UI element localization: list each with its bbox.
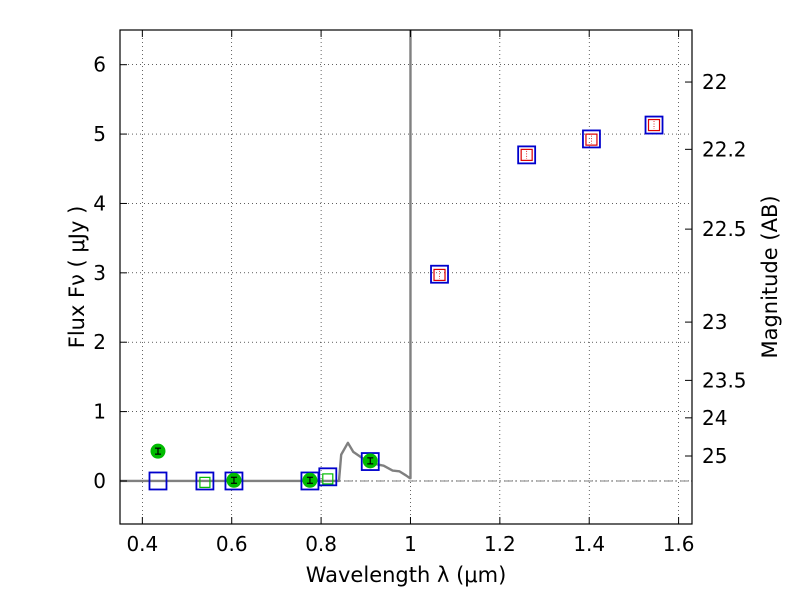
x-tick-label: 0.6 xyxy=(216,532,248,556)
y-tick-label: 2 xyxy=(93,330,106,354)
axes-frame xyxy=(119,29,693,525)
model-sed-line xyxy=(120,30,412,483)
y-tick-label: 5 xyxy=(93,122,106,146)
y2-tick-label: 22 xyxy=(702,70,727,94)
y-tick-label: 3 xyxy=(93,261,106,285)
ticks: 0.4 0.6 0.8 1 1.2 1.4 1.601234562222.222.52323… xyxy=(93,30,747,556)
y2-tick-label: 23 xyxy=(702,310,727,334)
y-axis-label: Flux Fν ( μJy ) xyxy=(65,206,89,349)
y-tick-label: 4 xyxy=(93,191,106,215)
nir-measurement-square xyxy=(647,118,661,132)
non-detection-square xyxy=(199,476,211,488)
x-tick-label: 1.6 xyxy=(663,532,695,556)
model-flux-square xyxy=(318,467,338,487)
model-flux-square xyxy=(644,115,664,135)
model-flux-square xyxy=(195,471,215,491)
y-tick-label: 1 xyxy=(93,400,106,424)
y2-tick-label: 24 xyxy=(702,406,727,430)
nir-measurement-square xyxy=(585,133,598,146)
y2-tick-label: 22.2 xyxy=(702,137,747,161)
y2-axis-label: Magnitude (AB) xyxy=(758,195,782,358)
y2-tick-label: 25 xyxy=(702,444,727,468)
nir-measurement-square xyxy=(520,148,533,161)
plot-area xyxy=(120,30,664,491)
y-tick-label: 0 xyxy=(93,469,106,493)
nir-measurement-square xyxy=(433,268,446,282)
non-detection-square xyxy=(322,473,334,485)
y-tick-label: 6 xyxy=(93,53,106,77)
x-tick-label: 1 xyxy=(404,532,417,556)
y2-tick-label: 22.5 xyxy=(702,217,747,241)
model-flux-square xyxy=(582,129,601,149)
x-tick-label: 0.4 xyxy=(126,532,158,556)
y2-tick-label: 23.5 xyxy=(702,368,747,392)
model-flux-square xyxy=(430,264,449,284)
x-tick-label: 0.8 xyxy=(305,532,337,556)
model-flux-square xyxy=(360,452,380,471)
x-tick-label: 1.2 xyxy=(484,532,516,556)
model-flux-square xyxy=(148,471,168,491)
model-flux-square xyxy=(517,145,537,165)
x-tick-label: 1.4 xyxy=(573,532,605,556)
model-flux-square xyxy=(224,471,244,491)
x-axis-label: Wavelength λ (μm) xyxy=(306,563,507,587)
